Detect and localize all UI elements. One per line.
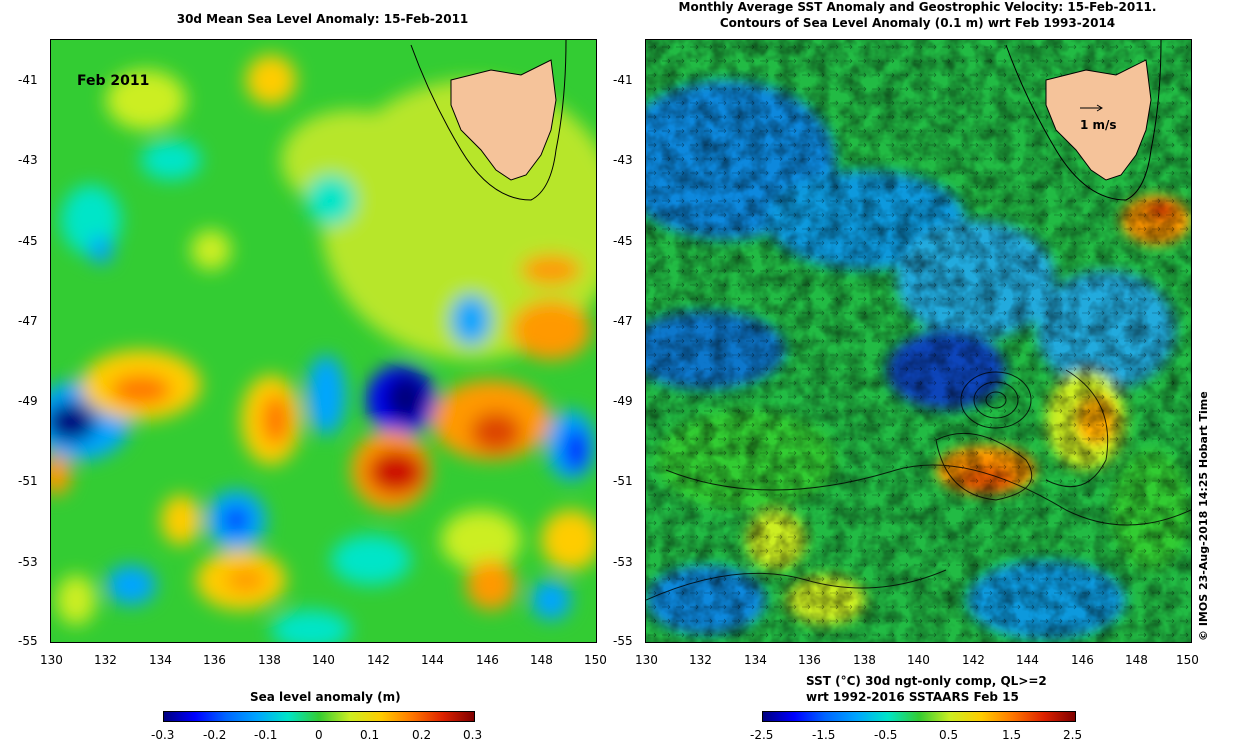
colorbar-tick: -0.3 (151, 728, 175, 742)
right-colorbar-title-line2: wrt 1992-2016 SSTAARS Feb 15 (806, 690, 1019, 704)
colorbar-tick: 0.3 (463, 728, 483, 742)
y-tick: -45 (613, 234, 633, 248)
y-tick: -43 (613, 153, 633, 167)
tasmania-landmass (1045, 59, 1152, 181)
x-tick: 148 (530, 653, 553, 667)
colorbar-tick: 0.5 (939, 728, 959, 742)
sea-level-anomaly-map: Feb 2011 (50, 39, 597, 643)
y-tick: -49 (613, 394, 633, 408)
right-colorbar-title-line1: SST (°C) 30d ngt-only comp, QL>=2 (806, 674, 1047, 688)
sst-anomaly-map: 1 m/s (645, 39, 1192, 643)
colorbar-tick: -1.5 (812, 728, 836, 742)
colorbar-tick: 1.5 (1002, 728, 1022, 742)
x-tick: 146 (1071, 653, 1094, 667)
left-map-title: 30d Mean Sea Level Anomaly: 15-Feb-2011 (176, 12, 469, 26)
velocity-scale-arrow-icon (1080, 104, 1103, 112)
y-tick: -53 (613, 555, 633, 569)
colorbar-tick: 0.1 (360, 728, 380, 742)
y-tick: -51 (18, 474, 38, 488)
colorbar-tick: -0.5 (874, 728, 898, 742)
x-tick: 150 (1176, 653, 1199, 667)
y-tick: -45 (18, 234, 38, 248)
x-tick: 134 (149, 653, 172, 667)
x-tick: 144 (1016, 653, 1039, 667)
colorbar-tick: 0.2 (412, 728, 432, 742)
x-tick: 144 (421, 653, 444, 667)
x-tick: 150 (584, 653, 607, 667)
colorbar-tick: -2.5 (750, 728, 774, 742)
x-tick: 130 (40, 653, 63, 667)
x-tick: 142 (962, 653, 985, 667)
copyright-credit: © IMOS 23-Aug-2018 14:25 Hobart Time (1197, 391, 1210, 641)
x-tick: 140 (312, 653, 335, 667)
left-colorbar (163, 711, 475, 722)
x-tick: 138 (258, 653, 281, 667)
velocity-scale-label: 1 m/s (1080, 118, 1117, 132)
y-tick: -55 (613, 634, 633, 648)
colorbar-tick: 2.5 (1063, 728, 1083, 742)
y-tick: -49 (18, 394, 38, 408)
x-tick: 136 (798, 653, 821, 667)
colorbar-tick: -0.1 (254, 728, 278, 742)
x-tick: 130 (635, 653, 658, 667)
colorbar-tick: -0.2 (203, 728, 227, 742)
x-tick: 146 (476, 653, 499, 667)
x-tick: 148 (1125, 653, 1148, 667)
y-tick: -51 (613, 474, 633, 488)
y-tick: -43 (18, 153, 38, 167)
y-tick: -41 (18, 73, 38, 87)
y-tick: -41 (613, 73, 633, 87)
x-tick: 132 (94, 653, 117, 667)
y-tick: -55 (18, 634, 38, 648)
colorbar-tick: 0 (315, 728, 323, 742)
y-tick: -53 (18, 555, 38, 569)
x-tick: 140 (907, 653, 930, 667)
right-colorbar (762, 711, 1076, 722)
x-tick: 142 (367, 653, 390, 667)
x-tick: 138 (853, 653, 876, 667)
left-colorbar-title: Sea level anomaly (m) (250, 690, 401, 704)
right-map-title-line2: Contours of Sea Level Anomaly (0.1 m) wr… (719, 16, 1116, 30)
right-map-title-line1: Monthly Average SST Anomaly and Geostrop… (678, 0, 1157, 14)
y-tick: -47 (18, 314, 38, 328)
x-tick: 134 (744, 653, 767, 667)
y-tick: -47 (613, 314, 633, 328)
tasmania-landmass (450, 59, 557, 181)
x-tick: 136 (203, 653, 226, 667)
month-label: Feb 2011 (77, 73, 150, 89)
x-tick: 132 (689, 653, 712, 667)
